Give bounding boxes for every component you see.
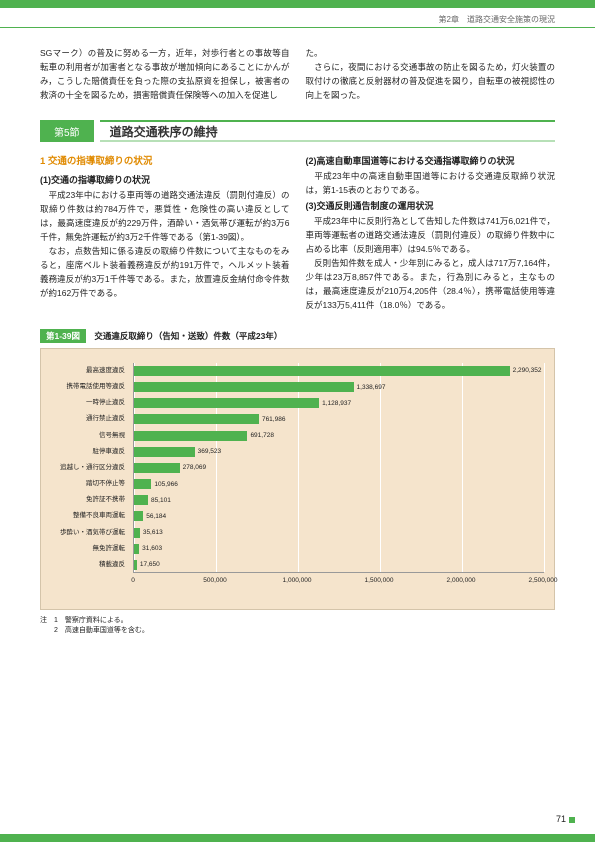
section-title: 道路交通秩序の維持 [100,120,555,142]
chart-category-label: 整備不良車両運転 [51,509,129,523]
chart-title-bar: 第1-39図 交通違反取締り（告知・送致）件数（平成23年） [40,330,555,342]
right-heading-2a: (2)高速自動車国道等における交通指導取締りの状況 [306,154,556,169]
chart-x-tick-label: 0 [131,577,135,584]
chart-category-label: 追越し・通行区分違反 [51,461,129,475]
chart-x-tick-label: 500,000 [203,577,227,584]
chapter-header: 第2章 道路交通安全施策の現況 [0,8,595,28]
chart-bar [134,382,354,392]
chart-bar-row: 56,184 [134,511,166,521]
chart-bar-row: 369,523 [134,447,221,457]
chart-category-label: 一時停止違反 [51,396,129,410]
section-heading: 第5節 道路交通秩序の維持 [40,120,555,142]
chart-bar-value: 761,986 [262,416,286,423]
chart-category-label: 最高速度違反 [51,364,129,378]
chart-x-tick-label: 2,500,000 [529,577,558,584]
left-heading-1: 1 交通の指導取締りの状況 [40,154,290,170]
chart-bar-row: 105,966 [134,479,178,489]
chart-figure-label: 第1-39図 [40,329,86,343]
chart-bar [134,495,148,505]
left-paragraph: 平成23年中における車両等の道路交通法違反（罰則付違反）の取締り件数は約784万… [40,188,290,300]
chart-bar-value: 1,128,937 [322,400,351,407]
chart-category-label: 免許証不携帯 [51,493,129,507]
body-columns: 1 交通の指導取締りの状況 (1)交通の指導取締りの状況 平成23年中における車… [40,154,555,312]
chart-bar-value: 105,966 [154,481,178,488]
chart-bar [134,528,140,538]
chart-x-labels: 0500,0001,000,0001,500,0002,000,0002,500… [133,577,544,587]
chart-bar-row: 31,603 [134,544,162,554]
right-heading-2b: (3)交通反則通告制度の運用状況 [306,199,556,214]
chart-bar [134,447,195,457]
chart-bar [134,544,139,554]
body-right: (2)高速自動車国道等における交通指導取締りの状況 平成23年中の高速自動車国道… [306,154,556,312]
chart-plot: 最高速度違反携帯電話使用等違反一時停止違反通行禁止違反信号無視駐停車違反追越し・… [51,363,544,599]
chart-x-tick-label: 2,000,000 [447,577,476,584]
chart-category-label: 歩酔い・酒気帯び運転 [51,526,129,540]
chart-bar-value: 278,069 [183,464,207,471]
chart-bar [134,463,180,473]
chart-bar [134,511,143,521]
body-left: 1 交通の指導取締りの状況 (1)交通の指導取締りの状況 平成23年中における車… [40,154,290,312]
chart-bar [134,366,510,376]
chart-bar-row: 2,290,352 [134,366,542,376]
chart-footnotes: 注 1 警察庁資料による。 2 高速自動車国道等を含む。 [40,616,555,637]
chart-bar [134,431,247,441]
chart-bar-value: 17,650 [140,561,160,568]
chart-title: 交通違反取締り（告知・送致）件数（平成23年） [94,331,282,341]
chart-bar-value: 369,523 [198,448,222,455]
chart-bar-row: 691,728 [134,431,274,441]
chart-category-label: 携帯電話使用等違反 [51,380,129,394]
intro-right: た。 さらに，夜間における交通事故の防止を図るため，灯火装置の取付けの徹底と反射… [306,46,556,102]
chart-bar-value: 85,101 [151,497,171,504]
intro-columns: SGマーク）の普及に努める一方，近年，対歩行者との事故等自転車の利用者が加害者と… [40,46,555,102]
chart-bar-row: 761,986 [134,414,285,424]
chart-bars: 2,290,352 1,338,697 1,128,937 761,986 691,72… [133,363,544,573]
chart-bar-value: 691,728 [250,432,274,439]
right-paragraph-a: 平成23年中の高速自動車国道等における交通違反取締り状況は，第1-15表のとおり… [306,169,556,197]
chart-bar [134,560,137,570]
chart-bar-value: 56,184 [146,513,166,520]
section-number: 第5節 [40,120,94,142]
bottom-accent-bar [0,834,595,842]
top-accent-bar [0,0,595,8]
right-paragraph-b: 平成23年中に反則行為として告知した件数は741万6,021件で，車両等運転者の… [306,214,556,312]
chart-bar-row: 85,101 [134,495,171,505]
chart-bar-row: 278,069 [134,463,206,473]
chart-bar-value: 2,290,352 [513,367,542,374]
chart-area: 最高速度違反携帯電話使用等違反一時停止違反通行禁止違反信号無視駐停車違反追越し・… [40,348,555,610]
chart-category-label: 積載違反 [51,558,129,572]
footnote-1: 注 1 警察庁資料による。 [40,616,555,627]
chart-category-label: 通行禁止違反 [51,412,129,426]
page-content: SGマーク）の普及に努める一方，近年，対歩行者との事故等自転車の利用者が加害者と… [0,28,595,637]
chart-bar-row: 17,650 [134,560,160,570]
chart-category-label: 踏切不停止等 [51,477,129,491]
chart-category-label: 駐停車違反 [51,445,129,459]
chart-bar [134,398,319,408]
chart-category-label: 信号無視 [51,429,129,443]
chart-y-labels: 最高速度違反携帯電話使用等違反一時停止違反通行禁止違反信号無視駐停車違反追越し・… [51,363,133,573]
chart-x-tick-label: 1,000,000 [283,577,312,584]
chart-bar-value: 31,603 [142,545,162,552]
chart-bar-row: 35,613 [134,528,163,538]
chart-bar [134,414,259,424]
chart-bar-value: 35,613 [143,529,163,536]
chart-bar-value: 1,338,697 [357,384,386,391]
chart-bar-row: 1,338,697 [134,382,385,392]
page-number: 71 [556,814,575,824]
footnote-2: 2 高速自動車国道等を含む。 [40,626,555,637]
chart-x-tick-label: 1,500,000 [365,577,394,584]
chart-bar-row: 1,128,937 [134,398,351,408]
intro-left: SGマーク）の普及に努める一方，近年，対歩行者との事故等自転車の利用者が加害者と… [40,46,290,102]
chart-bar [134,479,151,489]
left-heading-2: (1)交通の指導取締りの状況 [40,173,290,188]
chart-category-label: 無免許運転 [51,542,129,556]
